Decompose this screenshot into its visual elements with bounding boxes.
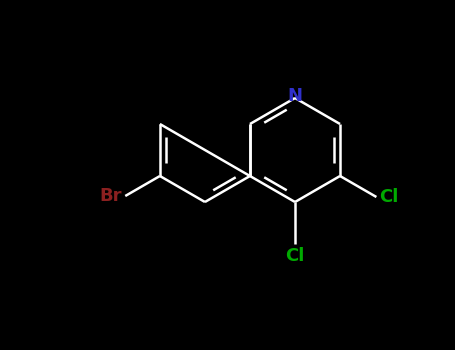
Text: Br: Br xyxy=(100,187,122,205)
Text: Cl: Cl xyxy=(285,247,305,265)
Text: N: N xyxy=(288,87,303,105)
Text: Cl: Cl xyxy=(379,188,399,206)
